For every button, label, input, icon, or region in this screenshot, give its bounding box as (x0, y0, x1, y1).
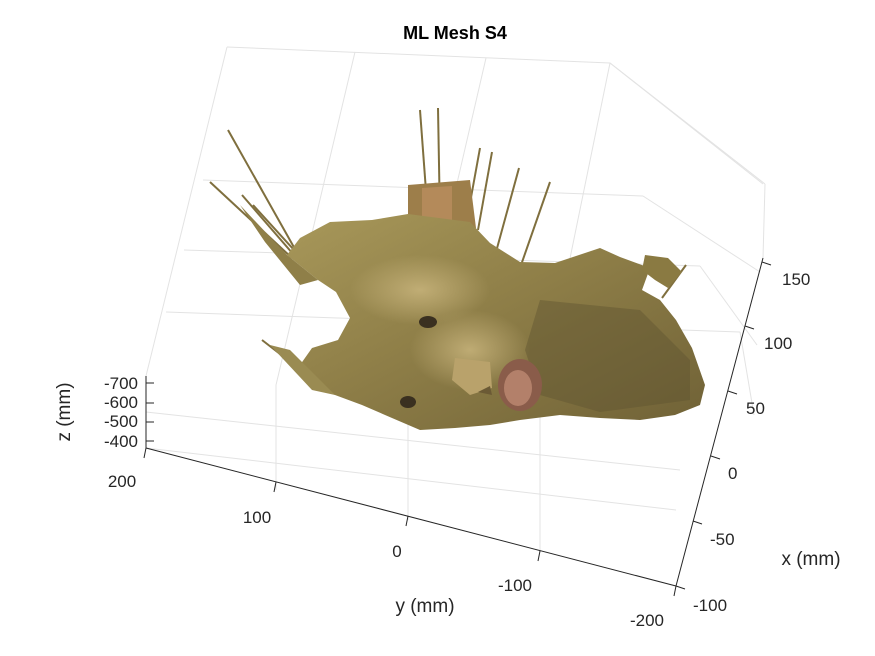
x-tick-label: -50 (710, 530, 735, 549)
x-tick-label: 100 (764, 334, 792, 353)
z-axis-label: z (mm) (54, 382, 75, 441)
x-tick-label: 50 (746, 399, 765, 418)
z-tick-label: -600 (104, 393, 138, 412)
y-tick-label: 100 (243, 508, 271, 527)
y-tick-label: -100 (498, 576, 532, 595)
axes (145, 257, 764, 587)
x-axis-ticks: -100 -50 0 50 100 150 (675, 261, 810, 615)
z-tick-label: -400 (104, 432, 138, 451)
z-tick-label: -700 (104, 374, 138, 393)
chart-title: ML Mesh S4 (403, 23, 507, 43)
z-axis-ticks: -700 -600 -500 -400 (104, 374, 154, 451)
x-tick-label: 0 (728, 464, 737, 483)
x-tick-label: 150 (782, 270, 810, 289)
y-tick-label: 0 (392, 542, 401, 561)
x-tick-label: -100 (693, 596, 727, 615)
eye-lower (400, 396, 416, 408)
x-axis-label: x (mm) (781, 549, 840, 570)
mesh-surface (209, 107, 705, 430)
y-tick-label: 200 (108, 472, 136, 491)
grid-lines (145, 46, 766, 552)
eye-upper (419, 316, 437, 328)
y-axis-ticks: 200 100 0 -100 -200 (108, 447, 677, 630)
y-tick-label: -200 (630, 611, 664, 630)
y-axis-label: y (mm) (395, 596, 454, 617)
z-tick-label: -500 (104, 412, 138, 431)
